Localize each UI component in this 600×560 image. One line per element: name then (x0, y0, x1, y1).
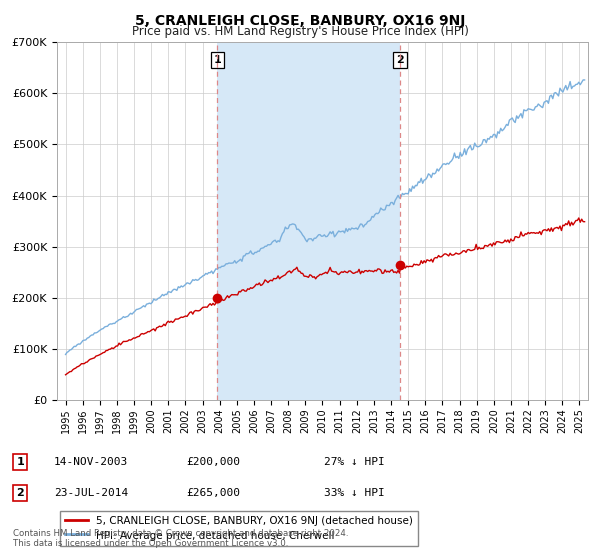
Text: 1: 1 (17, 457, 24, 467)
Text: 27% ↓ HPI: 27% ↓ HPI (324, 457, 385, 467)
Legend: 5, CRANLEIGH CLOSE, BANBURY, OX16 9NJ (detached house), HPI: Average price, deta: 5, CRANLEIGH CLOSE, BANBURY, OX16 9NJ (d… (59, 511, 418, 545)
Text: 2: 2 (17, 488, 24, 498)
Text: 2: 2 (397, 55, 404, 65)
Text: 14-NOV-2003: 14-NOV-2003 (54, 457, 128, 467)
Text: £265,000: £265,000 (186, 488, 240, 498)
Text: This data is licensed under the Open Government Licence v3.0.: This data is licensed under the Open Gov… (13, 539, 289, 548)
Text: 5, CRANLEIGH CLOSE, BANBURY, OX16 9NJ: 5, CRANLEIGH CLOSE, BANBURY, OX16 9NJ (135, 14, 465, 28)
Text: Contains HM Land Registry data © Crown copyright and database right 2024.: Contains HM Land Registry data © Crown c… (13, 529, 349, 538)
Text: Price paid vs. HM Land Registry's House Price Index (HPI): Price paid vs. HM Land Registry's House … (131, 25, 469, 38)
Bar (217, 42, 400, 400)
Text: £200,000: £200,000 (186, 457, 240, 467)
Text: 23-JUL-2014: 23-JUL-2014 (54, 488, 128, 498)
Text: 33% ↓ HPI: 33% ↓ HPI (324, 488, 385, 498)
Text: 1: 1 (214, 55, 221, 65)
